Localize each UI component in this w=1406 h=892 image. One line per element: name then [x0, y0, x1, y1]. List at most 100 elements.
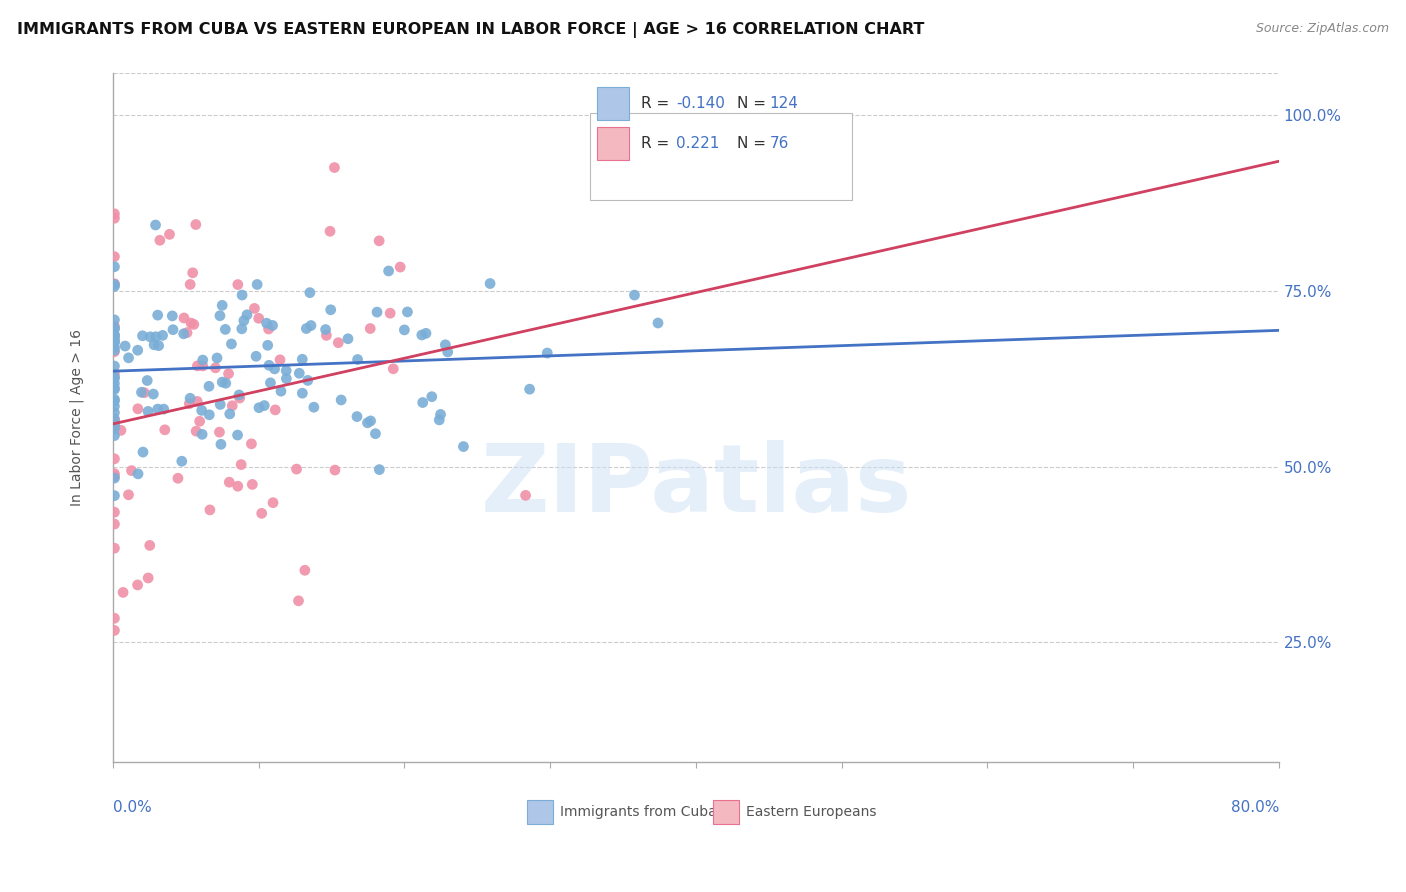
Point: [103, 344, 125, 359]
Point: [103, 467, 125, 481]
Point: [291, 352, 314, 367]
Point: [142, 387, 165, 401]
Point: [368, 462, 391, 476]
Point: [218, 407, 240, 421]
Point: [368, 234, 391, 248]
Point: [257, 322, 280, 336]
Point: [515, 488, 537, 502]
Point: [146, 402, 169, 417]
Point: [346, 409, 368, 424]
Point: [240, 477, 263, 491]
Point: [295, 321, 318, 335]
Point: [103, 335, 125, 350]
Point: [103, 321, 125, 335]
Point: [103, 330, 125, 344]
Point: [112, 585, 135, 599]
Point: [103, 277, 125, 291]
Point: [245, 349, 267, 363]
Point: [269, 352, 291, 367]
Point: [262, 496, 284, 510]
Point: [366, 305, 388, 319]
Point: [103, 340, 125, 354]
Point: [218, 367, 240, 381]
Point: [134, 385, 156, 400]
Bar: [713, 800, 740, 823]
Point: [173, 310, 195, 325]
Point: [127, 467, 149, 481]
Point: [236, 308, 259, 322]
Point: [256, 338, 278, 352]
Point: [247, 401, 270, 415]
Point: [198, 503, 221, 517]
Point: [250, 506, 273, 520]
Point: [186, 394, 208, 409]
Bar: [598, 87, 630, 120]
Text: Immigrants from Cuba: Immigrants from Cuba: [560, 805, 716, 819]
Point: [180, 316, 202, 330]
Point: [264, 403, 287, 417]
Point: [179, 277, 201, 292]
Point: [337, 332, 360, 346]
Point: [103, 207, 125, 221]
Point: [209, 397, 232, 411]
Point: [276, 363, 298, 377]
Point: [127, 401, 149, 416]
Point: [436, 345, 458, 359]
Point: [315, 322, 337, 336]
Point: [167, 471, 190, 485]
Point: [360, 414, 382, 428]
Text: R =: R =: [641, 136, 675, 151]
Text: N =: N =: [737, 136, 770, 151]
Point: [479, 277, 502, 291]
Point: [377, 264, 399, 278]
Point: [103, 371, 125, 385]
Point: [228, 391, 250, 405]
Point: [139, 330, 162, 344]
Point: [183, 318, 205, 332]
Point: [170, 454, 193, 468]
Point: [114, 339, 136, 353]
Point: [190, 403, 212, 417]
Text: 0.0%: 0.0%: [112, 799, 152, 814]
Point: [380, 306, 402, 320]
Point: [162, 323, 184, 337]
Point: [209, 437, 232, 451]
Point: [519, 382, 541, 396]
Point: [143, 338, 166, 352]
Point: [247, 311, 270, 326]
Point: [103, 343, 125, 358]
Point: [103, 393, 125, 408]
Point: [302, 401, 325, 415]
Point: [103, 399, 125, 413]
Point: [396, 305, 419, 319]
Point: [103, 541, 125, 556]
Point: [231, 322, 253, 336]
Point: [103, 333, 125, 347]
Point: [319, 302, 342, 317]
Point: [139, 538, 162, 552]
Point: [226, 428, 249, 442]
Point: [263, 362, 285, 376]
Point: [103, 359, 125, 373]
Point: [218, 475, 240, 490]
Text: In Labor Force | Age > 16: In Labor Force | Age > 16: [69, 329, 84, 506]
Point: [103, 328, 125, 343]
Point: [103, 322, 125, 336]
Point: [152, 328, 174, 343]
Point: [287, 594, 309, 608]
Point: [148, 339, 170, 353]
Point: [294, 563, 316, 577]
Point: [145, 329, 167, 343]
Point: [186, 424, 208, 438]
FancyBboxPatch shape: [591, 113, 852, 201]
Point: [356, 416, 378, 430]
Point: [211, 298, 233, 312]
Text: 80.0%: 80.0%: [1230, 799, 1279, 814]
Point: [103, 313, 125, 327]
Text: 0.221: 0.221: [676, 136, 720, 151]
Point: [162, 309, 184, 323]
Point: [253, 399, 276, 413]
Point: [146, 308, 169, 322]
Point: [103, 421, 125, 435]
Point: [127, 578, 149, 592]
